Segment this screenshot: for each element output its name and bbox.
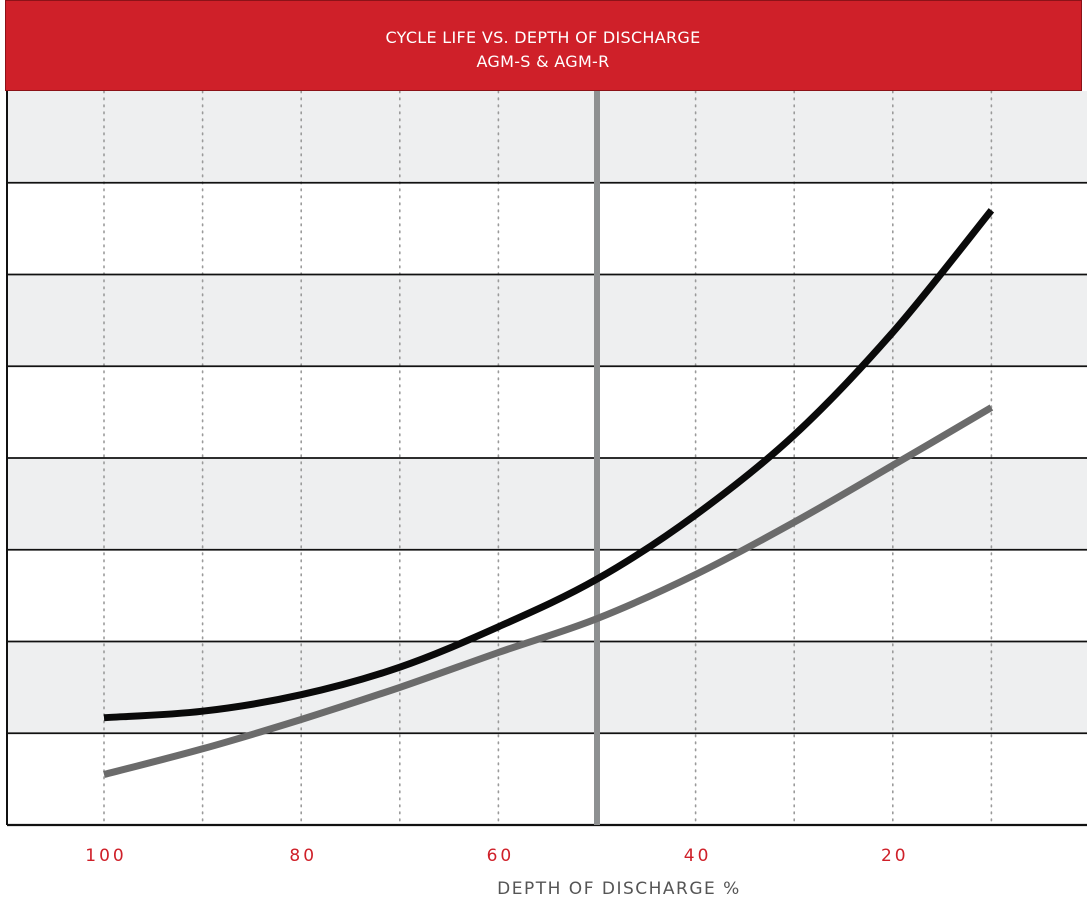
x-tick-labels: 100 80 60 40 20 xyxy=(85,846,909,866)
x-tick-label: 20 xyxy=(881,846,909,866)
x-axis-label: DEPTH OF DISCHARGE % xyxy=(497,879,741,899)
x-tick-label: 40 xyxy=(684,846,712,866)
band xyxy=(7,641,1087,734)
x-tick-label: 60 xyxy=(487,846,515,866)
x-tick-label: 100 xyxy=(85,846,126,866)
series-lines xyxy=(103,208,995,778)
band xyxy=(7,733,1087,825)
band xyxy=(7,366,1087,458)
band xyxy=(7,549,1087,642)
band xyxy=(7,182,1087,275)
chart-title: CYCLE LIFE VS. DEPTH OF DISCHARGE xyxy=(385,28,700,47)
band xyxy=(7,458,1087,550)
x-tick-label: 80 xyxy=(289,846,317,866)
band xyxy=(7,91,1087,183)
chart-subtitle: AGM-S & AGM-R xyxy=(476,52,609,71)
title-background xyxy=(5,0,1082,91)
title-bar: CYCLE LIFE VS. DEPTH OF DISCHARGE AGM-S … xyxy=(5,0,1082,91)
series-line-2 xyxy=(103,404,994,778)
series-line-1 xyxy=(103,208,995,722)
